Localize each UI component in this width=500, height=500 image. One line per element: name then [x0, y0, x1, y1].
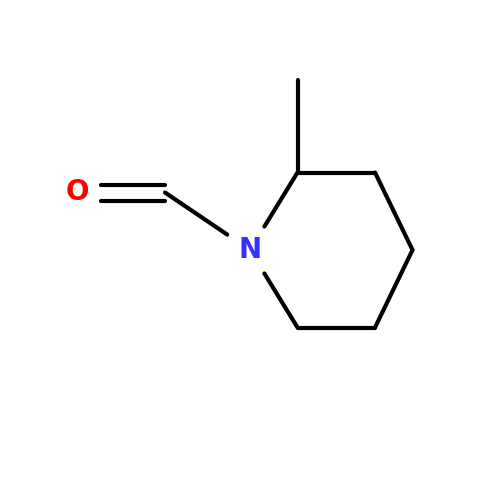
Text: O: O: [66, 178, 89, 206]
Text: N: N: [238, 236, 262, 264]
